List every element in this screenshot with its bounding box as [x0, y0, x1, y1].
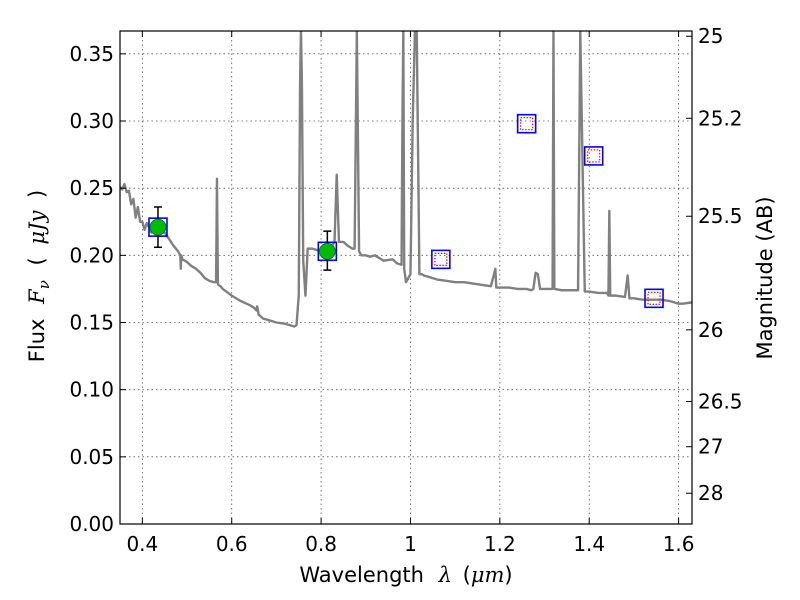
- y-tick-label: 0.00: [69, 512, 114, 536]
- x-tick-label: 1.2: [484, 532, 516, 556]
- axes: 0.4 0.6 0.8 1 1.2 1.4 1.6 0.00 0.05 0.10 0.15 0.20 0…: [69, 24, 742, 556]
- y-tick-label: 0.10: [69, 378, 114, 402]
- model-photometry-marker: [431, 249, 451, 270]
- limit-marker: [647, 291, 661, 305]
- x-tick-label: 0.8: [305, 532, 337, 556]
- model-photometry-marker: [583, 146, 604, 166]
- y-tick-label: 0.25: [69, 176, 114, 200]
- y2-tick-label: 28: [698, 481, 723, 505]
- y2-tick-label: 26.5: [698, 389, 743, 413]
- x-tick-label: 1: [404, 532, 417, 556]
- y2-tick-label: 26: [698, 318, 723, 342]
- plot-area: [120, 31, 692, 328]
- limit-marker: [587, 149, 601, 163]
- plot-frame: [119, 30, 693, 525]
- x-tick-label: 0.6: [216, 532, 248, 556]
- y2-tick-label: 25: [698, 24, 723, 48]
- x-tick-label: 0.4: [126, 532, 158, 556]
- y-tick-label: 0.30: [69, 109, 114, 133]
- y2-axis-title: Magnitude (AB): [753, 196, 777, 359]
- y-tick-label: 0.35: [69, 42, 114, 66]
- y2-tick-label: 25.2: [698, 106, 743, 130]
- observed-point: [318, 242, 336, 260]
- y-tick-label: 0.15: [69, 311, 114, 335]
- y2-tick-label: 25.5: [698, 204, 743, 228]
- observed-point: [149, 218, 167, 236]
- limit-marker: [434, 252, 448, 266]
- x-axis-title: Wavelength λ (μm): [299, 563, 512, 587]
- x-tick-label: 1.6: [663, 532, 695, 556]
- x-tick-label: 1.4: [573, 532, 605, 556]
- model-photometry-marker: [644, 288, 664, 309]
- y-tick-label: 0.05: [69, 445, 114, 469]
- y2-tick-label: 27: [698, 435, 723, 459]
- y-tick-label: 0.20: [69, 243, 114, 267]
- limit-marker: [520, 117, 534, 131]
- model-sed-line: [120, 31, 692, 328]
- model-photometry-marker: [516, 113, 537, 134]
- y-axis-title: Flux Fν ( μJy ): [25, 190, 54, 362]
